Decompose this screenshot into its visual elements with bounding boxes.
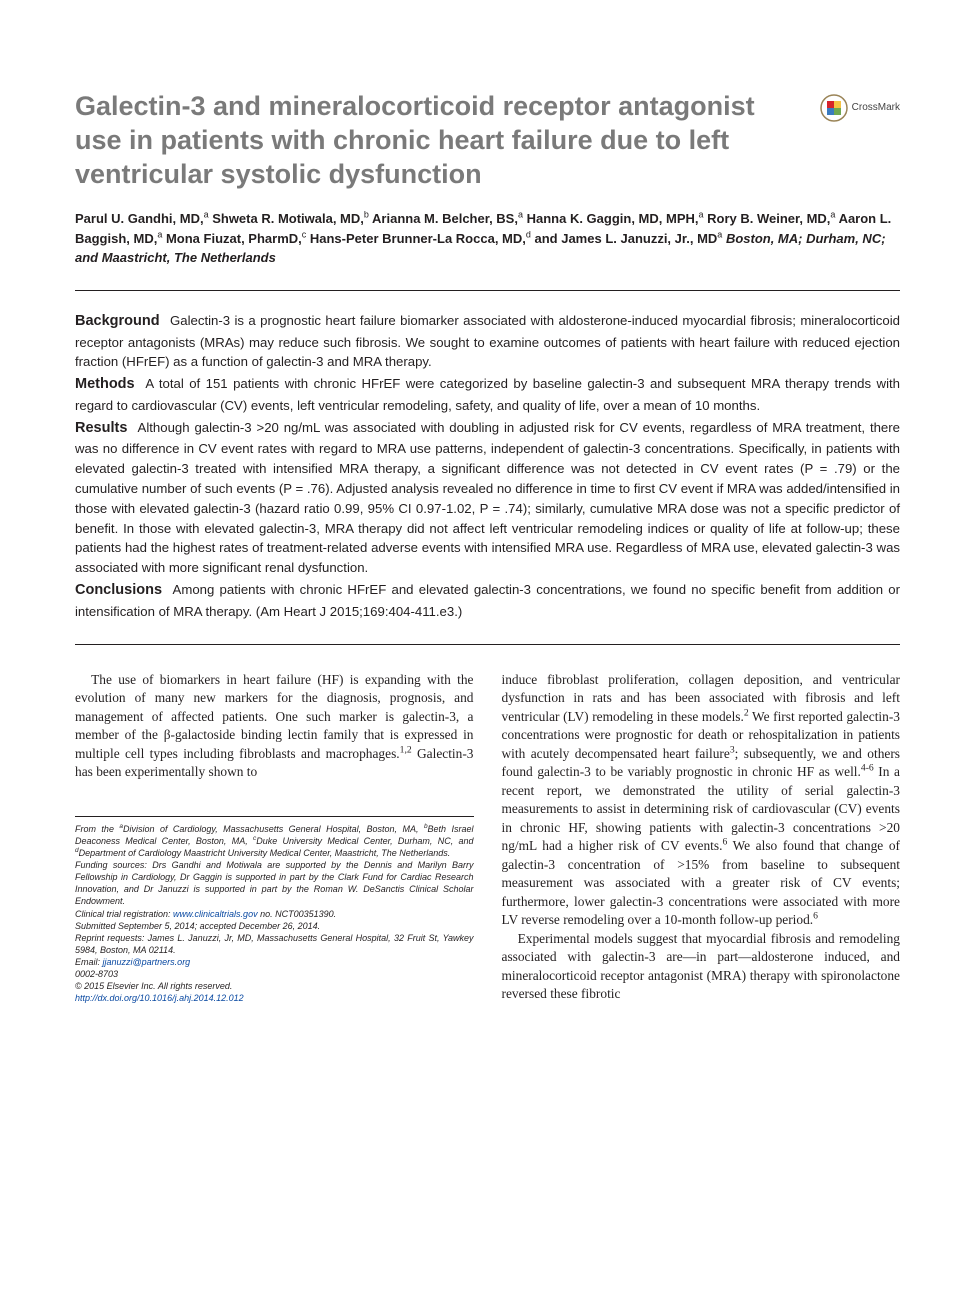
abstract-results-text: Although galectin-3 >20 ng/mL was associ… [75,420,900,576]
body-columns: The use of biomarkers in heart failure (… [75,671,900,1005]
abstract: Background Galectin-3 is a prognostic he… [75,311,900,622]
abstract-results: Results Although galectin-3 >20 ng/mL wa… [75,418,900,578]
footnote-trial: Clinical trial registration: www.clinica… [75,908,474,920]
footnote-email: Email: jjanuzzi@partners.org [75,956,474,968]
crossmark-label: CrossMark [852,101,900,115]
footnote-copyright: © 2015 Elsevier Inc. All rights reserved… [75,980,474,992]
abstract-background-text: Galectin-3 is a prognostic heart failure… [75,313,900,370]
footnote-doi-link[interactable]: http://dx.doi.org/10.1016/j.ahj.2014.12.… [75,993,244,1003]
abstract-background-head: Background [75,313,160,329]
right-column: induce fibroblast proliferation, collage… [502,671,901,1005]
abstract-conclusions-text: Among patients with chronic HFrEF and el… [75,582,900,619]
crossmark-badge[interactable]: CrossMark [820,90,900,122]
footnote-trial-link[interactable]: www.clinicaltrials.gov [173,909,258,919]
footnote-trial-label: Clinical trial registration: [75,909,173,919]
abstract-methods-text: A total of 151 patients with chronic HFr… [75,376,900,413]
left-column: The use of biomarkers in heart failure (… [75,671,474,1005]
footnote-funding: Funding sources: Drs Gandhi and Motiwala… [75,859,474,908]
abstract-conclusions: Conclusions Among patients with chronic … [75,580,900,622]
footnote-submitted: Submitted September 5, 2014; accepted De… [75,920,474,932]
footnote-trial-tail: no. NCT00351390. [258,909,337,919]
body-left-para: The use of biomarkers in heart failure (… [75,671,474,782]
abstract-conclusions-head: Conclusions [75,582,162,598]
abstract-methods: Methods A total of 151 patients with chr… [75,374,900,416]
body-right-para-1: induce fibroblast proliferation, collage… [502,671,901,930]
footnote-email-label: Email: [75,957,103,967]
body-right-para-2: Experimental models suggest that myocard… [502,930,901,1004]
article-title: Galectin-3 and mineralocorticoid recepto… [75,90,795,191]
footnote-issn: 0002-8703 [75,968,474,980]
footnote-email-link[interactable]: jjanuzzi@partners.org [103,957,191,967]
rule-bottom [75,644,900,645]
author-list: Parul U. Gandhi, MD,a Shweta R. Motiwala… [75,209,900,268]
footnote-reprint: Reprint requests: James L. Januzzi, Jr, … [75,932,474,956]
abstract-background: Background Galectin-3 is a prognostic he… [75,311,900,372]
rule-top [75,290,900,291]
footnote-affiliations: From the aDivision of Cardiology, Massac… [75,823,474,859]
crossmark-icon [820,94,848,122]
abstract-methods-head: Methods [75,376,135,392]
footnotes: From the aDivision of Cardiology, Massac… [75,816,474,1005]
abstract-results-head: Results [75,420,127,436]
